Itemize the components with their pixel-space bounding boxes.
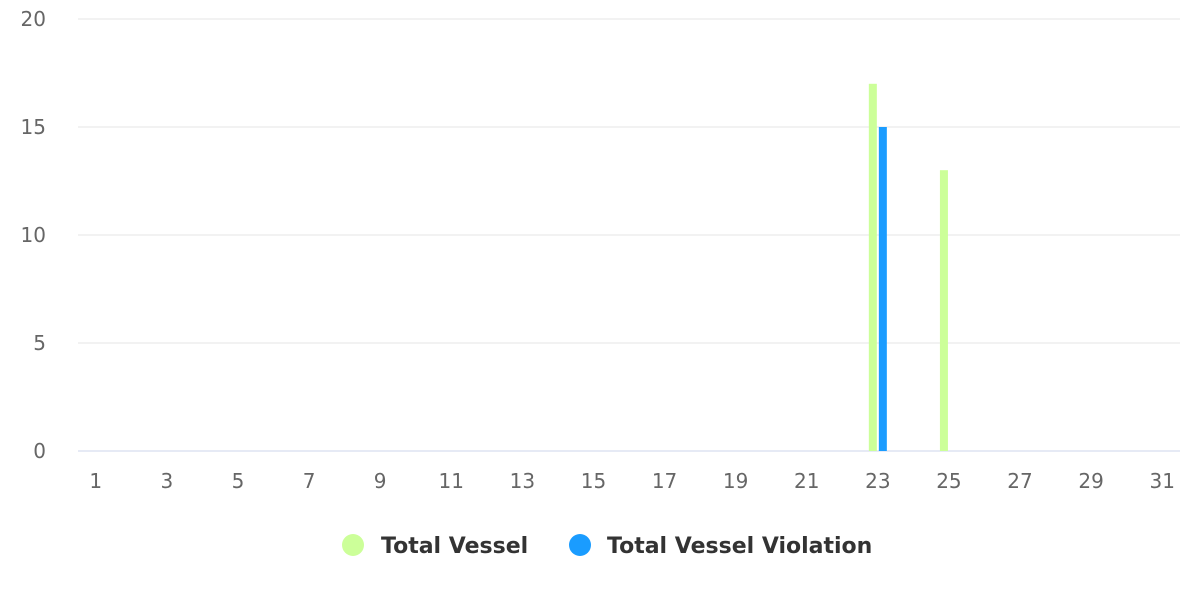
x-tick-label-19: 19 (723, 469, 748, 493)
bar-series (868, 83, 948, 452)
legend-item-total-vessel[interactable]: Total Vessel (342, 534, 528, 559)
x-tick-label-27: 27 (1007, 469, 1032, 493)
x-tick-label-13: 13 (510, 469, 535, 493)
x-axis-ticks: 1 3 5 7 9 11 13 15 17 19 21 23 25 27 29 31 (89, 469, 1175, 493)
x-tick-label-3: 3 (161, 469, 174, 493)
x-tick-label-5: 5 (232, 469, 245, 493)
x-tick-label-1: 1 (89, 469, 102, 493)
legend-label-total-vessel: Total Vessel (381, 534, 528, 559)
x-tick-label-15: 15 (581, 469, 606, 493)
x-tick-label-25: 25 (936, 469, 961, 493)
bar-series-0-x-25[interactable] (939, 170, 948, 451)
x-tick-label-21: 21 (794, 469, 819, 493)
x-tick-label-31: 31 (1149, 469, 1174, 493)
legend-label-total-vessel-violation: Total Vessel Violation (607, 534, 872, 559)
y-tick-label-10: 10 (21, 223, 46, 247)
x-tick-label-29: 29 (1078, 469, 1103, 493)
bar-series-1-x-23[interactable] (878, 127, 887, 451)
legend-marker-total-vessel (342, 534, 364, 556)
y-tick-label-5: 5 (33, 331, 46, 355)
x-tick-label-17: 17 (652, 469, 677, 493)
y-tick-label-15: 15 (21, 115, 46, 139)
x-tick-label-11: 11 (439, 469, 464, 493)
y-axis-ticks: 0 5 10 15 20 (21, 7, 46, 463)
y-tick-label-20: 20 (21, 7, 46, 31)
bar-series-0-x-23[interactable] (868, 83, 877, 452)
x-tick-label-9: 9 (374, 469, 387, 493)
y-tick-label-0: 0 (33, 439, 46, 463)
legend-item-total-vessel-violation[interactable]: Total Vessel Violation (569, 534, 872, 559)
legend-marker-total-vessel-violation (569, 534, 591, 556)
grid-lines (78, 18, 1180, 452)
legend: Total Vessel Total Vessel Violation (342, 534, 872, 559)
x-tick-label-23: 23 (865, 469, 890, 493)
x-tick-label-7: 7 (303, 469, 316, 493)
